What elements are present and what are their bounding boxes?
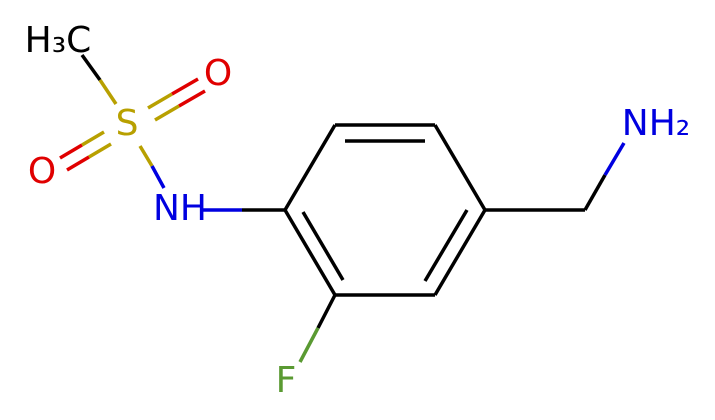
bond: [80, 53, 102, 82]
bond: [171, 77, 199, 96]
bond: [66, 155, 90, 172]
bond: [59, 143, 83, 160]
bond: [583, 174, 607, 211]
atom-label: H₃C: [25, 20, 92, 61]
bond: [154, 104, 180, 122]
atom-label: S: [116, 103, 139, 144]
bond: [98, 79, 118, 105]
bond: [88, 142, 112, 159]
ring-bond: [433, 124, 487, 211]
atom-label: F: [276, 360, 297, 401]
ring-bond: [283, 209, 337, 296]
bond: [81, 130, 105, 147]
ring-bond: [283, 124, 337, 211]
bond: [178, 89, 206, 108]
atom-label: NH₂: [622, 103, 690, 144]
bond: [147, 92, 173, 110]
atom-label: O: [204, 53, 232, 94]
bond: [138, 145, 154, 167]
bond: [150, 165, 166, 189]
bond: [316, 294, 337, 329]
bonds: [59, 53, 626, 363]
ring-bond: [423, 209, 469, 282]
atom-label: O: [28, 151, 56, 192]
ring-bond: [433, 209, 487, 296]
bond: [298, 327, 320, 363]
ring-bond: [301, 211, 345, 281]
atom-label: NH: [153, 188, 207, 229]
bond: [603, 142, 626, 176]
